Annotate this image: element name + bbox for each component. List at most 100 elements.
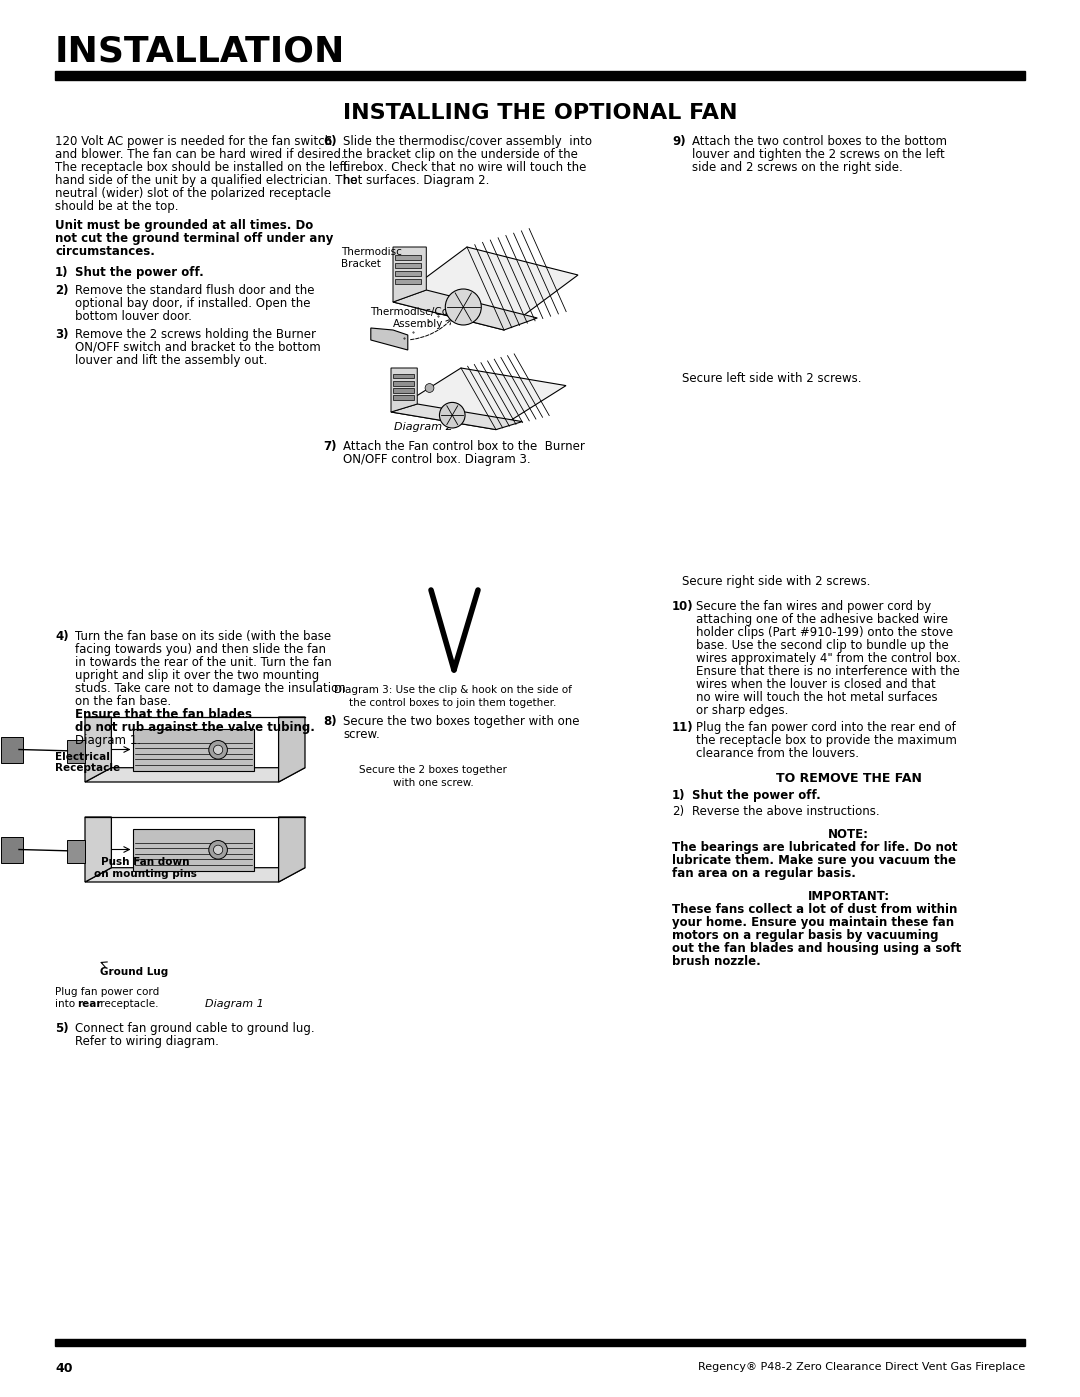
FancyBboxPatch shape (395, 278, 421, 284)
Text: 9): 9) (672, 136, 686, 148)
Text: Attach the two control boxes to the bottom: Attach the two control boxes to the bott… (692, 136, 947, 148)
Polygon shape (393, 247, 578, 330)
Text: The bearings are lubricated for life. Do not: The bearings are lubricated for life. Do… (672, 841, 958, 854)
Circle shape (426, 384, 434, 393)
Text: rear: rear (77, 999, 102, 1009)
Text: 2): 2) (55, 284, 68, 298)
Text: hot surfaces. Diagram 2.: hot surfaces. Diagram 2. (343, 175, 489, 187)
Text: Ensure that there is no interference with the: Ensure that there is no interference wit… (696, 665, 960, 678)
Text: Secure right side with 2 screws.: Secure right side with 2 screws. (681, 576, 870, 588)
Text: Attach the Fan control box to the  Burner: Attach the Fan control box to the Burner (343, 440, 585, 453)
Polygon shape (85, 717, 111, 782)
Text: your home. Ensure you maintain these fan: your home. Ensure you maintain these fan (672, 916, 954, 929)
Text: motors on a regular basis by vacuuming: motors on a regular basis by vacuuming (672, 929, 939, 942)
Circle shape (214, 845, 222, 855)
Bar (134, 828, 255, 870)
Text: ON/OFF control box. Diagram 3.: ON/OFF control box. Diagram 3. (343, 453, 530, 467)
Text: Thermodisc/Cover
Assembly: Thermodisc/Cover Assembly (370, 307, 465, 330)
Text: 120 Volt AC power is needed for the fan switch: 120 Volt AC power is needed for the fan … (55, 136, 333, 148)
Text: circumstances.: circumstances. (55, 244, 154, 258)
Polygon shape (85, 817, 111, 882)
Text: receptacle.: receptacle. (97, 999, 159, 1009)
Polygon shape (391, 367, 417, 412)
Text: Remove the 2 screws holding the Burner: Remove the 2 screws holding the Burner (75, 328, 316, 341)
Text: Reverse the above instructions.: Reverse the above instructions. (692, 805, 879, 819)
Text: Diagram 1.: Diagram 1. (75, 733, 141, 747)
Text: TO REMOVE THE FAN: TO REMOVE THE FAN (775, 773, 921, 785)
FancyBboxPatch shape (393, 388, 414, 393)
Text: wires approximately 4" from the control box.: wires approximately 4" from the control … (696, 652, 961, 665)
Text: neutral (wider) slot of the polarized receptacle: neutral (wider) slot of the polarized re… (55, 187, 330, 200)
Text: 5): 5) (55, 1023, 69, 1035)
Text: 4): 4) (55, 630, 69, 643)
FancyBboxPatch shape (395, 263, 421, 268)
Polygon shape (85, 768, 305, 782)
Text: Secure the two boxes together with one: Secure the two boxes together with one (343, 715, 580, 728)
Text: in towards the rear of the unit. Turn the fan: in towards the rear of the unit. Turn th… (75, 657, 332, 669)
Text: attaching one of the adhesive backed wire: attaching one of the adhesive backed wir… (696, 613, 948, 626)
Text: 8): 8) (323, 715, 337, 728)
Text: 2): 2) (672, 805, 684, 819)
Text: the bracket clip on the underside of the: the bracket clip on the underside of the (343, 148, 578, 161)
Text: should be at the top.: should be at the top. (55, 200, 178, 212)
Polygon shape (279, 717, 305, 782)
Text: INSTALLATION: INSTALLATION (55, 35, 346, 68)
Text: INSTALLING THE OPTIONAL FAN: INSTALLING THE OPTIONAL FAN (342, 103, 738, 123)
Text: Shut the power off.: Shut the power off. (692, 789, 821, 802)
Polygon shape (279, 817, 305, 882)
Bar (134, 729, 255, 771)
Circle shape (440, 402, 465, 427)
Text: Ensure that the fan blades: Ensure that the fan blades (75, 708, 252, 721)
Text: on the fan base.: on the fan base. (75, 694, 171, 708)
Text: fan area on a regular basis.: fan area on a regular basis. (672, 868, 855, 880)
Text: Remove the standard flush door and the: Remove the standard flush door and the (75, 284, 314, 298)
FancyBboxPatch shape (395, 254, 421, 260)
Text: Shut the power off.: Shut the power off. (75, 265, 204, 279)
Text: firebox. Check that no wire will touch the: firebox. Check that no wire will touch t… (343, 161, 586, 175)
Text: Electrical: Electrical (55, 752, 110, 761)
Text: on mounting pins: on mounting pins (94, 869, 197, 879)
Text: not cut the ground terminal off under any: not cut the ground terminal off under an… (55, 232, 334, 244)
Text: Turn the fan base on its side (with the base: Turn the fan base on its side (with the … (75, 630, 332, 643)
Text: These fans collect a lot of dust from within: These fans collect a lot of dust from wi… (672, 902, 957, 916)
Text: with one screw.: with one screw. (393, 778, 473, 788)
Circle shape (208, 841, 228, 859)
Text: Unit must be grounded at all times. Do: Unit must be grounded at all times. Do (55, 219, 313, 232)
Text: 7): 7) (323, 440, 337, 453)
Text: into: into (55, 999, 79, 1009)
Text: Secure the 2 boxes together: Secure the 2 boxes together (359, 766, 507, 775)
Text: louver and lift the assembly out.: louver and lift the assembly out. (75, 353, 268, 367)
Text: NOTE:: NOTE: (828, 828, 869, 841)
Circle shape (214, 745, 222, 754)
Text: bottom louver door.: bottom louver door. (75, 310, 192, 323)
FancyBboxPatch shape (395, 271, 421, 277)
Text: 1): 1) (672, 789, 686, 802)
FancyBboxPatch shape (393, 373, 414, 379)
Bar (55, 71, 1025, 80)
Polygon shape (393, 247, 427, 302)
Polygon shape (370, 328, 408, 351)
Text: the receptacle box to provide the maximum: the receptacle box to provide the maximu… (696, 733, 957, 747)
Text: Receptacle: Receptacle (55, 763, 120, 773)
Text: Diagram 3: Use the clip & hook on the side of: Diagram 3: Use the clip & hook on the si… (334, 685, 572, 694)
Polygon shape (391, 404, 523, 430)
Polygon shape (85, 868, 305, 882)
Text: 40: 40 (55, 1362, 72, 1375)
Circle shape (445, 289, 482, 326)
Text: 10): 10) (672, 599, 693, 613)
Text: Thermodisc
Bracket: Thermodisc Bracket (341, 247, 402, 270)
Text: 6): 6) (323, 136, 337, 148)
Circle shape (208, 740, 228, 759)
Bar (67, 840, 85, 862)
FancyBboxPatch shape (393, 395, 414, 400)
Text: The receptacle box should be installed on the left: The receptacle box should be installed o… (55, 161, 348, 175)
Text: base. Use the second clip to bundle up the: base. Use the second clip to bundle up t… (696, 638, 948, 652)
Text: 1): 1) (55, 265, 68, 279)
Text: out the fan blades and housing using a soft: out the fan blades and housing using a s… (672, 942, 961, 956)
Text: Connect fan ground cable to ground lug.: Connect fan ground cable to ground lug. (75, 1023, 314, 1035)
Bar (55, 1338, 1025, 1345)
Text: the control boxes to join them together.: the control boxes to join them together. (349, 698, 556, 708)
Text: wires when the louver is closed and that: wires when the louver is closed and that (696, 678, 935, 692)
Text: clearance from the louvers.: clearance from the louvers. (696, 747, 859, 760)
Polygon shape (393, 291, 538, 330)
